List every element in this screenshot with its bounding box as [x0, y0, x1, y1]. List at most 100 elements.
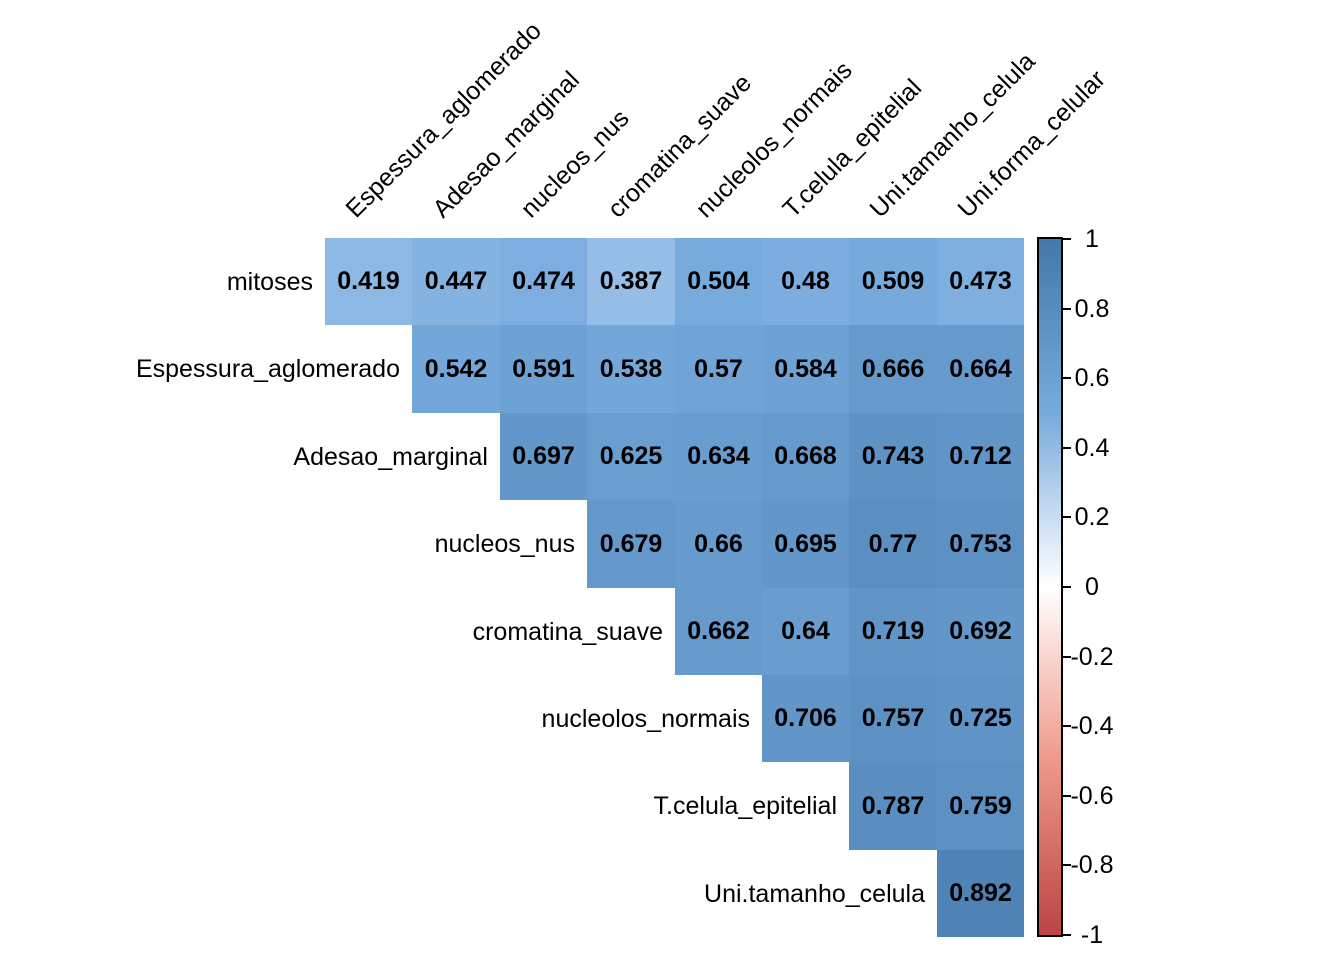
matrix-cell-nucleos_nus-nucleolos_normais: 0.66: [675, 500, 762, 588]
matrix-cell-mitoses-nucleolos_normais: 0.504: [675, 238, 762, 325]
correlation-value: 0.692: [949, 617, 1012, 645]
correlation-value: 0.57: [694, 354, 743, 383]
correlation-value: 0.504: [687, 267, 750, 295]
matrix-cell-mitoses-nucleos_nus: 0.474: [500, 238, 587, 325]
matrix-cell-mitoses-T.celula_epitelial: 0.48: [762, 238, 849, 325]
matrix-cell-nucleos_nus-Uni.tamanho_celula: 0.77: [849, 500, 937, 588]
correlation-value: 0.664: [949, 354, 1012, 383]
colorbar-tick-label-0.4: 0.4: [1074, 434, 1110, 462]
correlation-value: 0.706: [774, 704, 837, 732]
matrix-cell-cromatina_suave-nucleolos_normais: 0.662: [675, 588, 762, 675]
correlation-value: 0.697: [512, 442, 575, 470]
colorbar-tick: [1063, 447, 1071, 449]
row-label-Adesao_marginal: Adesao_marginal: [293, 443, 488, 471]
matrix-cell-nucleolos_normais-Uni.tamanho_celula: 0.757: [849, 675, 937, 762]
colorbar-tick: [1063, 864, 1071, 866]
correlation-value: 0.474: [512, 267, 575, 295]
colorbar-tick: [1063, 586, 1071, 588]
column-label-nucleolos_normais: nucleolos_normais: [690, 56, 858, 224]
matrix-cell-cromatina_suave-T.celula_epitelial: 0.64: [762, 588, 849, 675]
matrix-cell-nucleolos_normais-T.celula_epitelial: 0.706: [762, 675, 849, 762]
correlation-value: 0.662: [687, 617, 750, 645]
matrix-cell-cromatina_suave-Uni.forma_celular: 0.692: [937, 588, 1024, 675]
row-label-T.celula_epitelial: T.celula_epitelial: [653, 792, 837, 820]
colorbar-tick: [1063, 238, 1071, 240]
correlation-value: 0.787: [861, 791, 925, 820]
matrix-cell-mitoses-Adesao_marginal: 0.447: [412, 238, 500, 325]
correlation-value: 0.666: [861, 354, 925, 383]
correlation-value: 0.679: [599, 529, 663, 558]
matrix-cell-Espessura_aglomerado-Uni.forma_celular: 0.664: [937, 325, 1024, 413]
correlation-value: 0.757: [861, 704, 925, 732]
matrix-cell-mitoses-Espessura_aglomerado: 0.419: [325, 238, 412, 325]
correlation-value: 0.695: [774, 529, 837, 558]
colorbar-tick: [1063, 377, 1071, 379]
colorbar-tick-label-1: 1: [1085, 225, 1099, 253]
colorbar-tick-label--1: -1: [1080, 921, 1104, 949]
correlation-value: 0.66: [694, 529, 743, 558]
correlation-value: 0.77: [868, 529, 918, 558]
column-label-Uni.forma_celular: Uni.forma_celular: [952, 64, 1111, 224]
matrix-cell-mitoses-Uni.tamanho_celula: 0.509: [849, 238, 937, 325]
correlation-value: 0.753: [949, 529, 1012, 558]
correlation-value: 0.743: [861, 442, 925, 470]
matrix-cell-cromatina_suave-Uni.tamanho_celula: 0.719: [849, 588, 937, 675]
row-label-nucleos_nus: nucleos_nus: [434, 530, 575, 558]
matrix-cell-Uni.tamanho_celula-Uni.forma_celular: 0.892: [937, 850, 1024, 937]
matrix-cell-Adesao_marginal-nucleolos_normais: 0.634: [675, 413, 762, 500]
correlation-value: 0.473: [949, 267, 1012, 295]
correlation-value: 0.625: [599, 442, 663, 470]
colorbar: [1037, 237, 1063, 937]
matrix-cell-nucleolos_normais-Uni.forma_celular: 0.725: [937, 675, 1024, 762]
matrix-cell-T.celula_epitelial-Uni.forma_celular: 0.759: [937, 762, 1024, 850]
matrix-cell-Adesao_marginal-nucleos_nus: 0.697: [500, 413, 587, 500]
colorbar-tick-label-0.2: 0.2: [1074, 503, 1110, 531]
matrix-cell-Adesao_marginal-T.celula_epitelial: 0.668: [762, 413, 849, 500]
matrix-cell-nucleos_nus-cromatina_suave: 0.679: [587, 500, 675, 588]
correlation-value: 0.387: [599, 267, 663, 295]
correlation-value: 0.64: [781, 617, 830, 645]
row-label-cromatina_suave: cromatina_suave: [472, 618, 663, 646]
correlation-value: 0.419: [337, 267, 400, 295]
matrix-cell-Espessura_aglomerado-Uni.tamanho_celula: 0.666: [849, 325, 937, 413]
matrix-cell-mitoses-cromatina_suave: 0.387: [587, 238, 675, 325]
matrix-cell-Espessura_aglomerado-cromatina_suave: 0.538: [587, 325, 675, 413]
colorbar-tick: [1063, 725, 1071, 727]
matrix-cell-Adesao_marginal-cromatina_suave: 0.625: [587, 413, 675, 500]
matrix-cell-Adesao_marginal-Uni.tamanho_celula: 0.743: [849, 413, 937, 500]
correlation-value: 0.725: [949, 704, 1012, 732]
row-label-Espessura_aglomerado: Espessura_aglomerado: [135, 355, 400, 383]
colorbar-tick: [1063, 516, 1071, 518]
matrix-cell-nucleos_nus-T.celula_epitelial: 0.695: [762, 500, 849, 588]
colorbar-tick: [1063, 308, 1071, 310]
colorbar-tick: [1063, 795, 1071, 797]
matrix-cell-Espessura_aglomerado-Adesao_marginal: 0.542: [412, 325, 500, 413]
correlation-value: 0.892: [949, 879, 1012, 907]
row-label-Uni.tamanho_celula: Uni.tamanho_celula: [704, 880, 925, 908]
matrix-cell-T.celula_epitelial-Uni.tamanho_celula: 0.787: [849, 762, 937, 850]
correlation-value: 0.447: [424, 267, 488, 295]
column-label-Adesao_marginal: Adesao_marginal: [427, 65, 585, 224]
colorbar-tick-label-0.6: 0.6: [1074, 364, 1110, 392]
colorbar-tick-label--0.8: -0.8: [1070, 851, 1114, 879]
colorbar-tick-label-0: 0: [1085, 573, 1099, 601]
colorbar-tick-label--0.4: -0.4: [1070, 712, 1114, 740]
correlation-value: 0.591: [512, 354, 575, 383]
colorbar-tick-label--0.2: -0.2: [1070, 643, 1114, 671]
matrix-cell-mitoses-Uni.forma_celular: 0.473: [937, 238, 1024, 325]
correlation-value: 0.634: [687, 442, 750, 470]
matrix-cell-Espessura_aglomerado-T.celula_epitelial: 0.584: [762, 325, 849, 413]
matrix-cell-Adesao_marginal-Uni.forma_celular: 0.712: [937, 413, 1024, 500]
row-label-mitoses: mitoses: [226, 268, 313, 296]
correlation-value: 0.719: [861, 617, 925, 645]
matrix-cell-nucleos_nus-Uni.forma_celular: 0.753: [937, 500, 1024, 588]
correlation-value: 0.542: [424, 354, 488, 383]
column-label-Uni.tamanho_celula: Uni.tamanho_celula: [864, 47, 1041, 224]
correlation-value: 0.48: [781, 267, 830, 295]
matrix-cell-Espessura_aglomerado-nucleos_nus: 0.591: [500, 325, 587, 413]
correlation-value: 0.712: [949, 442, 1012, 470]
colorbar-tick: [1063, 656, 1071, 658]
colorbar-tick: [1063, 934, 1071, 936]
colorbar-tick-label--0.6: -0.6: [1070, 782, 1114, 810]
